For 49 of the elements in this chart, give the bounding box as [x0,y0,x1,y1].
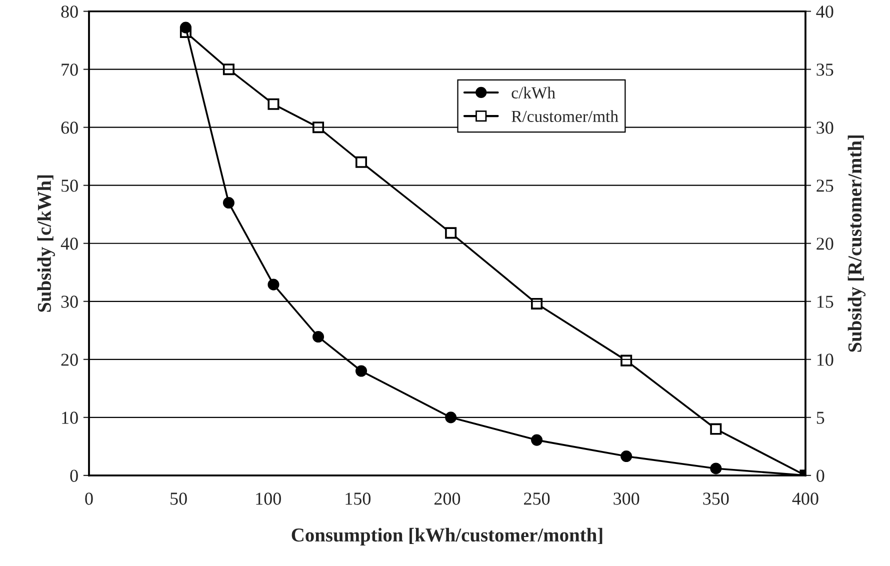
y2-tick-label: 15 [817,296,834,308]
x-tick-label: 100 [256,492,281,505]
point [531,298,543,310]
point [180,22,192,34]
y2-tick-label: 40 [816,6,834,18]
point [531,434,543,446]
y-tick-label: 20 [61,354,78,366]
x-tick-label: 150 [346,492,371,505]
point [355,365,368,377]
point [620,450,632,462]
point [222,64,234,76]
y2-tick-label: 0 [816,470,824,482]
point [355,156,368,168]
point [222,197,234,209]
point [268,98,280,110]
y2-tick-label: 30 [816,122,834,134]
legend-label: c/kWh [512,86,556,99]
y-tick-label: 70 [62,64,78,76]
point [312,122,324,134]
y-tick-label: 60 [61,122,78,134]
x-tick-label: 250 [524,492,550,505]
y-axis-title: Subsidy [c/kWh] [37,175,55,312]
point [445,227,457,239]
point [620,354,632,366]
point [312,331,324,343]
x-tick-label: 300 [614,492,640,505]
point [710,462,722,474]
y2-tick-label: 25 [816,180,834,192]
x-axis-title: Consumption [kWh/customer/month] [292,528,602,546]
legend-label: R/customer/mth [512,110,618,122]
y-tick-label: 40 [60,238,78,250]
x-tick-label: 350 [703,492,729,505]
x-tick-label: 0 [85,492,93,505]
point [268,278,280,290]
point [445,412,457,424]
point [710,423,722,435]
y-tick-label: 10 [62,412,78,424]
y-tick-label: 80 [61,6,78,18]
y2-tick-label: 35 [816,64,834,76]
x-tick-label: 50 [170,492,187,505]
y-tick-label: 0 [70,470,78,482]
y2-tick-label: 10 [817,354,834,366]
x-tick-label: 200 [434,492,460,505]
y2-tick-label: 20 [816,238,834,250]
y-tick-label: 50 [62,180,78,192]
y2-axis-title: Subsidy [R/customer/mth] [848,135,866,352]
x-tick-label: 400 [792,492,818,505]
y2-tick-label: 5 [816,412,824,424]
y-tick-label: 30 [61,296,78,308]
